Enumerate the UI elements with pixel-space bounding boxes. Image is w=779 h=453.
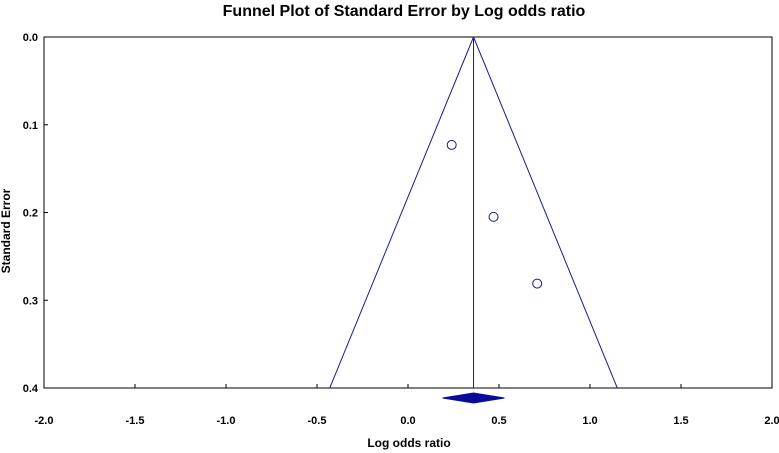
funnel-right-line bbox=[473, 36, 618, 389]
funnel-lines bbox=[329, 36, 618, 389]
data-point-1 bbox=[446, 139, 457, 150]
data-point-2 bbox=[488, 211, 499, 222]
y-tick-label: 0.4 bbox=[23, 383, 39, 395]
x-tick-label: -1.5 bbox=[126, 415, 145, 427]
plot-frame bbox=[43, 36, 773, 389]
x-tick-label: 1.0 bbox=[582, 415, 597, 427]
chart-title: Funnel Plot of Standard Error by Log odd… bbox=[223, 3, 586, 20]
funnel-left-line bbox=[329, 36, 474, 389]
x-tick-label: 0.0 bbox=[400, 415, 415, 427]
data-point-3 bbox=[532, 278, 543, 289]
x-axis-label: Log odds ratio bbox=[367, 436, 450, 450]
y-axis-ticks: 0.0 0.1 0.2 0.3 0.4 bbox=[23, 32, 48, 395]
data-points bbox=[446, 139, 543, 289]
x-tick-label: -0.5 bbox=[308, 415, 327, 427]
y-tick-label: 0.1 bbox=[23, 120, 38, 132]
plot-border bbox=[43, 36, 773, 389]
y-tick-label: 0.0 bbox=[23, 32, 38, 44]
x-tick-label: -2.0 bbox=[35, 415, 54, 427]
x-tick-label: -1.0 bbox=[217, 415, 236, 427]
y-axis-label: Standard Error bbox=[0, 188, 13, 273]
summary-diamond bbox=[442, 392, 505, 404]
y-tick-label: 0.3 bbox=[23, 295, 38, 307]
y-tick-label: 0.2 bbox=[23, 208, 38, 220]
summary-diamond-layer bbox=[442, 392, 505, 404]
x-tick-label: 0.5 bbox=[491, 415, 506, 427]
x-axis-ticks: -2.0 -1.5 -1.0 -0.5 0.0 0.5 1.0 1.5 2.0 bbox=[35, 384, 779, 427]
x-tick-label: 2.0 bbox=[764, 415, 779, 427]
x-tick-label: 1.5 bbox=[673, 415, 688, 427]
